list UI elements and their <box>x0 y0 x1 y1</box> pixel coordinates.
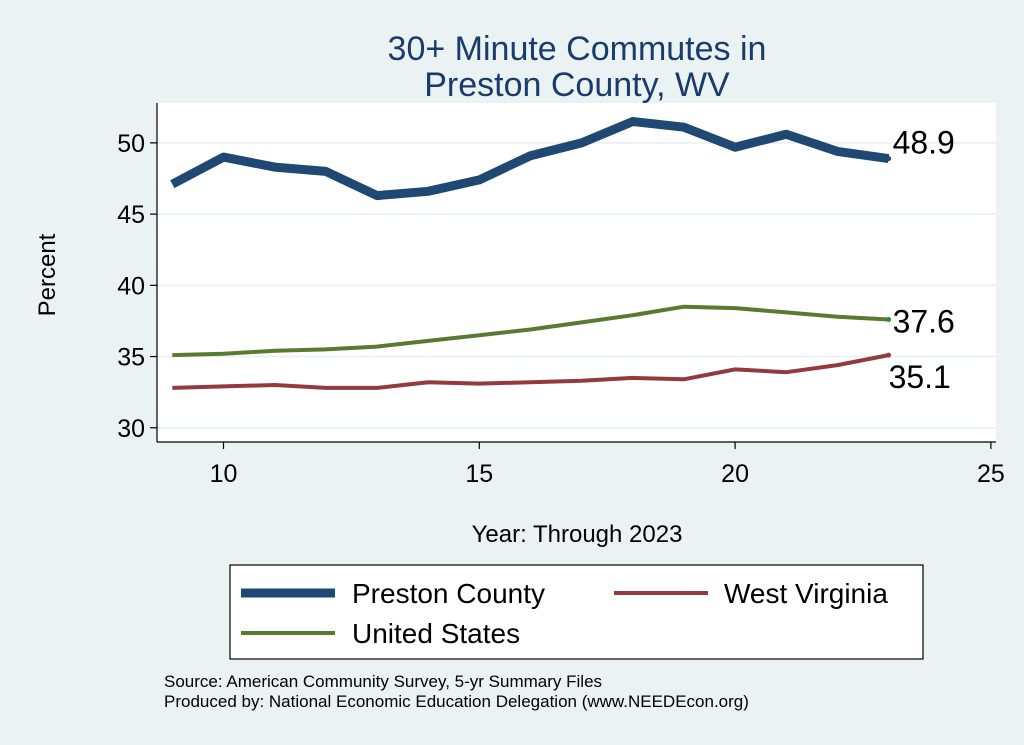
legend-label-preston-county: Preston County <box>352 578 545 609</box>
series-end-point-west-virginia <box>886 352 892 358</box>
legend-label-united-states: United States <box>352 618 520 649</box>
chart-title-line-2: Preston County, WV <box>424 66 730 104</box>
y-tick-label-35: 35 <box>117 344 145 372</box>
legend: Preston County West Virginia United Stat… <box>229 564 924 660</box>
end-label-preston-county: 48.9 <box>893 125 955 161</box>
x-tick-label-20: 20 <box>721 460 749 488</box>
y-tick-label-40: 40 <box>117 272 145 300</box>
series-line-united-states <box>172 304 889 358</box>
chart-title-line-1: 30+ Minute Commutes in <box>387 30 767 68</box>
x-tick-label-25: 25 <box>977 460 1005 488</box>
series-end-point-united-states <box>886 317 892 323</box>
legend-box <box>229 564 924 660</box>
legend-label-west-virginia: West Virginia <box>724 578 888 609</box>
y-axis-label: Percent <box>34 233 61 316</box>
y-tick-label-45: 45 <box>117 201 145 229</box>
series-line-west-virginia <box>172 353 889 390</box>
end-label-west-virginia: 35.1 <box>889 359 951 395</box>
series-line-preston-county <box>170 117 890 201</box>
x-tick-label-10: 10 <box>210 460 238 488</box>
source-note: Source: American Community Survey, 5-yr … <box>164 672 603 691</box>
y-tick-label-50: 50 <box>117 130 145 158</box>
end-label-united-states: 37.6 <box>893 304 955 340</box>
series-end-point-preston-county <box>886 156 892 162</box>
y-tick-label-30: 30 <box>117 415 145 443</box>
x-axis-label: Year: Through 2023 <box>472 521 683 548</box>
producer-note: Produced by: National Economic Education… <box>164 692 749 711</box>
x-tick-label-15: 15 <box>465 460 493 488</box>
